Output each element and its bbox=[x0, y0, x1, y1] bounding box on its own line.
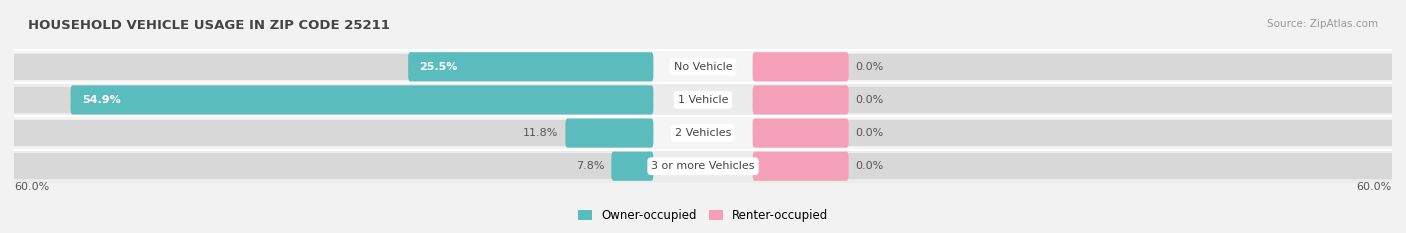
FancyBboxPatch shape bbox=[13, 153, 652, 180]
FancyBboxPatch shape bbox=[13, 86, 652, 113]
FancyBboxPatch shape bbox=[752, 85, 849, 114]
Text: 1 Vehicle: 1 Vehicle bbox=[678, 95, 728, 105]
Text: 7.8%: 7.8% bbox=[575, 161, 605, 171]
Bar bbox=[14, 116, 1392, 150]
FancyBboxPatch shape bbox=[754, 120, 1393, 147]
Text: 0.0%: 0.0% bbox=[856, 161, 884, 171]
Text: 2 Vehicles: 2 Vehicles bbox=[675, 128, 731, 138]
Text: Source: ZipAtlas.com: Source: ZipAtlas.com bbox=[1267, 19, 1378, 29]
FancyBboxPatch shape bbox=[70, 85, 654, 114]
FancyBboxPatch shape bbox=[612, 152, 654, 181]
Text: 25.5%: 25.5% bbox=[419, 62, 458, 72]
FancyBboxPatch shape bbox=[13, 53, 652, 80]
FancyBboxPatch shape bbox=[565, 119, 654, 148]
Text: HOUSEHOLD VEHICLE USAGE IN ZIP CODE 25211: HOUSEHOLD VEHICLE USAGE IN ZIP CODE 2521… bbox=[28, 19, 389, 32]
Text: 0.0%: 0.0% bbox=[856, 95, 884, 105]
Text: 60.0%: 60.0% bbox=[14, 182, 49, 192]
Text: No Vehicle: No Vehicle bbox=[673, 62, 733, 72]
Text: 60.0%: 60.0% bbox=[1357, 182, 1392, 192]
FancyBboxPatch shape bbox=[754, 86, 1393, 113]
FancyBboxPatch shape bbox=[13, 120, 652, 147]
FancyBboxPatch shape bbox=[754, 53, 1393, 80]
FancyBboxPatch shape bbox=[752, 52, 849, 81]
FancyBboxPatch shape bbox=[408, 52, 654, 81]
FancyBboxPatch shape bbox=[752, 119, 849, 148]
Bar bbox=[14, 83, 1392, 116]
FancyBboxPatch shape bbox=[754, 153, 1393, 180]
Text: 54.9%: 54.9% bbox=[82, 95, 121, 105]
Text: 0.0%: 0.0% bbox=[856, 62, 884, 72]
Legend: Owner-occupied, Renter-occupied: Owner-occupied, Renter-occupied bbox=[572, 205, 834, 227]
Text: 11.8%: 11.8% bbox=[523, 128, 558, 138]
FancyBboxPatch shape bbox=[752, 152, 849, 181]
Text: 0.0%: 0.0% bbox=[856, 128, 884, 138]
Bar bbox=[14, 50, 1392, 83]
Text: 3 or more Vehicles: 3 or more Vehicles bbox=[651, 161, 755, 171]
Bar bbox=[14, 150, 1392, 183]
